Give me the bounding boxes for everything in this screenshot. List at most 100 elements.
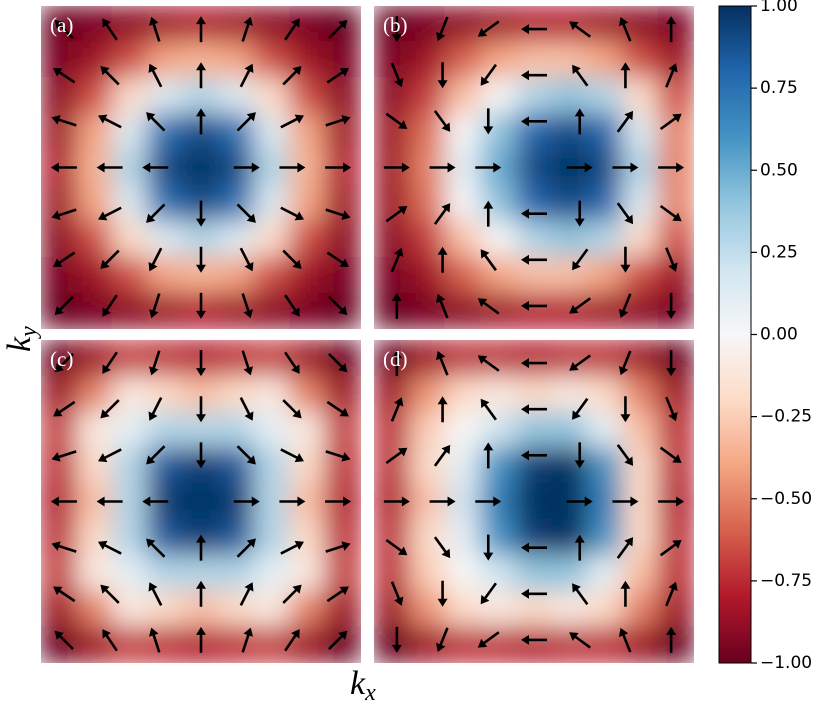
heatmap-cell	[444, 518, 482, 556]
heatmap-cell	[515, 411, 553, 449]
arrow	[100, 399, 120, 419]
arrow	[241, 293, 254, 319]
panel	[374, 340, 694, 663]
heatmap-cell	[218, 220, 255, 258]
heatmap-cell	[480, 554, 517, 592]
y-axis-label: ky	[1, 326, 42, 352]
arrow	[328, 295, 348, 316]
heatmap-cell	[218, 375, 255, 413]
arrow	[142, 496, 169, 507]
arrow	[618, 627, 632, 653]
heatmap-cell	[480, 518, 517, 556]
arrow	[148, 16, 161, 42]
heatmap-cell	[289, 554, 326, 592]
heatmap-cell	[409, 447, 446, 485]
arrow	[54, 19, 74, 40]
colorbar-tick-label: 0.50	[760, 160, 798, 180]
arrow	[51, 208, 77, 220]
heatmap-cell	[657, 626, 694, 663]
heatmap-cell	[374, 411, 411, 449]
heatmap-cell	[515, 447, 553, 485]
arrow	[196, 442, 206, 469]
heatmap-cell	[444, 411, 482, 449]
heatmap-cell	[409, 256, 446, 294]
panel-label: (b)	[383, 13, 408, 37]
panel-label: (a)	[50, 13, 73, 37]
arrow	[50, 496, 77, 507]
heatmap-cell	[657, 375, 694, 413]
arrow	[665, 581, 678, 607]
arrow	[574, 108, 585, 135]
heatmap-cell	[515, 292, 553, 329]
heatmap-cell	[76, 518, 113, 556]
arrow	[390, 247, 404, 273]
heatmap-cell	[622, 220, 659, 258]
arrow	[572, 248, 589, 271]
heatmap-cell	[657, 590, 694, 628]
heatmap-cell	[444, 590, 482, 628]
heatmap-cell	[586, 518, 624, 556]
arrow	[148, 350, 161, 376]
heatmap	[374, 6, 694, 329]
arrow	[566, 496, 593, 507]
heatmap-cell	[444, 113, 482, 151]
x-axis-label: kx	[350, 665, 376, 703]
arrow	[51, 450, 77, 462]
heatmap-cell	[551, 518, 588, 556]
arrow	[665, 63, 678, 88]
arrow	[572, 397, 589, 420]
heatmap-cell	[657, 518, 694, 556]
arrow	[483, 108, 494, 135]
arrow	[618, 350, 632, 376]
heatmap-cell	[480, 41, 517, 79]
arrow	[148, 247, 163, 272]
arrow	[477, 355, 500, 372]
heatmap-cell	[551, 340, 588, 377]
heatmap-cell	[374, 340, 411, 377]
arrow	[436, 351, 449, 376]
heatmap-cell	[622, 256, 659, 294]
heatmap-cell	[182, 483, 220, 520]
arrow	[658, 496, 685, 507]
arrow	[97, 540, 122, 555]
heatmap-cell	[515, 626, 553, 663]
heatmap-cell	[253, 340, 291, 377]
arrow	[483, 442, 494, 469]
arrow	[233, 496, 260, 507]
heatmap-cell	[551, 184, 588, 222]
arrow	[53, 251, 76, 268]
arrow	[521, 254, 547, 265]
heatmap-cell	[409, 411, 446, 449]
arrow	[390, 62, 404, 88]
heatmap-cell	[218, 518, 255, 556]
heatmap-cell	[374, 220, 411, 258]
arrow	[390, 581, 404, 606]
arrow	[521, 70, 547, 81]
heatmap-cell	[551, 41, 588, 79]
panel	[41, 6, 361, 329]
heatmap-cell	[586, 447, 624, 485]
heatmap-cell	[586, 554, 624, 592]
heatmap-cell	[622, 375, 659, 413]
heatmap-cell	[147, 77, 184, 115]
heatmap-cell	[515, 113, 553, 151]
heatmap-cell	[586, 411, 624, 449]
heatmap-cell	[622, 554, 659, 592]
heatmap-cell	[551, 113, 588, 151]
arrow	[572, 583, 589, 606]
arrow	[196, 108, 206, 135]
arrow	[239, 397, 254, 421]
heatmap-cell	[76, 447, 113, 485]
heatmap-cell	[253, 41, 291, 79]
heatmap-cell	[586, 590, 624, 628]
arrow	[433, 203, 451, 225]
heatmap-cell	[444, 447, 482, 485]
heatmap-cell	[289, 447, 326, 485]
heatmap-cell	[586, 77, 624, 115]
heatmap-cell	[551, 411, 588, 449]
arrow	[280, 206, 305, 221]
arrow	[666, 626, 677, 653]
arrow	[326, 400, 349, 417]
arrow	[241, 627, 254, 653]
